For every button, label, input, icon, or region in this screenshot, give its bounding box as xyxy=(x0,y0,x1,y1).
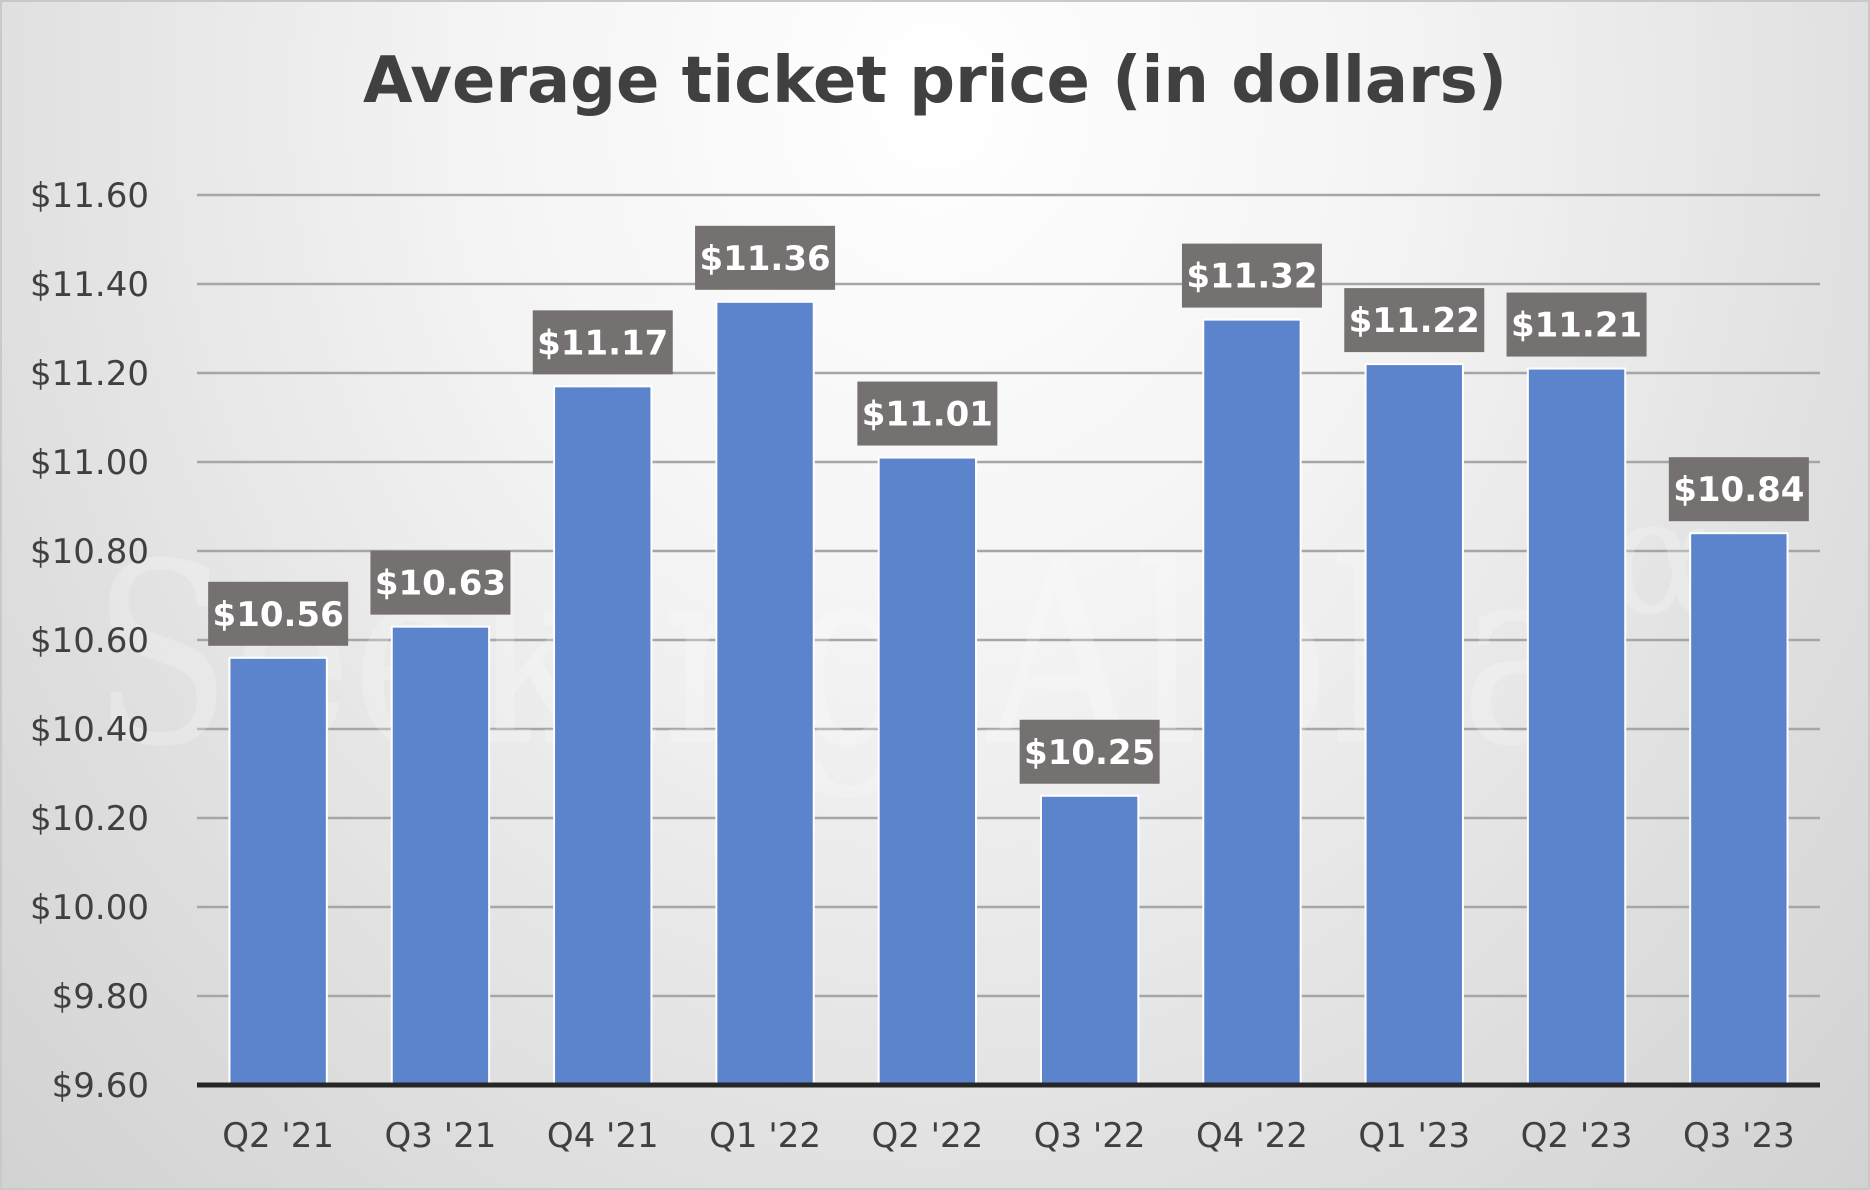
data-label-box xyxy=(370,550,511,615)
y-tick-label: $11.00 xyxy=(30,443,149,483)
bar xyxy=(1039,794,1140,1086)
data-label-box xyxy=(532,310,673,375)
data-label: $11.32 xyxy=(1181,243,1322,308)
data-label-box xyxy=(208,581,349,646)
y-tick-label: $11.20 xyxy=(30,354,149,394)
bars xyxy=(228,300,1789,1087)
bar xyxy=(715,300,815,1086)
data-label: $11.36 xyxy=(695,225,836,290)
data-label-box xyxy=(857,381,998,446)
data-label-text: $11.22 xyxy=(1349,301,1480,341)
data-label-text: $10.56 xyxy=(213,595,344,635)
y-tick-label: $11.60 xyxy=(30,176,149,216)
data-label-box xyxy=(695,225,836,290)
x-tick-label: Q3 '23 xyxy=(1683,1116,1795,1156)
y-tick-label: $9.60 xyxy=(52,1066,149,1106)
chart-title: Average ticket price (in dollars) xyxy=(363,44,1507,118)
y-tick-label: $9.80 xyxy=(52,977,149,1017)
data-label: $10.25 xyxy=(1019,719,1160,784)
y-tick-label: $11.40 xyxy=(30,265,149,305)
data-label-text: $11.17 xyxy=(537,323,668,363)
data-label-text: $10.84 xyxy=(1673,470,1804,510)
data-label: $11.21 xyxy=(1506,292,1647,357)
data-label-text: $10.25 xyxy=(1024,733,1155,773)
x-tick-label: Q4 '21 xyxy=(547,1116,659,1156)
y-tick-label: $10.60 xyxy=(30,621,149,661)
data-label-box xyxy=(1668,457,1809,522)
bar xyxy=(553,385,653,1087)
data-label-text: $11.32 xyxy=(1186,257,1317,297)
bar xyxy=(1689,532,1789,1086)
data-label-box xyxy=(1506,292,1647,357)
y-tick-label: $10.80 xyxy=(30,532,149,572)
data-label: $10.84 xyxy=(1668,457,1809,522)
data-label-box xyxy=(1019,719,1160,784)
data-labels: $10.56 $10.63 $11.17 $11.36 $11.01 $10.25 $11.… xyxy=(208,225,1809,784)
axes: $9.60 $9.80 $10.00 $10.20 $10.40 $10.60 $10.80… xyxy=(30,176,1820,1156)
data-label: $10.56 xyxy=(208,581,349,646)
x-tick-label: Q2 '23 xyxy=(1521,1116,1633,1156)
bar xyxy=(1526,367,1627,1086)
bar xyxy=(390,625,491,1087)
y-tick-label: $10.40 xyxy=(30,710,149,750)
x-tick-label: Q3 '21 xyxy=(385,1116,497,1156)
bar xyxy=(228,656,328,1086)
data-label-text: $11.01 xyxy=(862,395,993,435)
x-tick-label: Q2 '21 xyxy=(222,1116,334,1156)
y-tick-label: $10.00 xyxy=(30,888,149,928)
data-label-text: $11.21 xyxy=(1511,306,1642,346)
watermark-text: Seeking Alpha xyxy=(92,510,1582,801)
x-tick-label: Q1 '22 xyxy=(709,1116,821,1156)
data-label: $11.01 xyxy=(857,381,998,446)
y-tick-label: $10.20 xyxy=(30,799,149,839)
bar xyxy=(1364,363,1464,1087)
x-tick-label: Q3 '22 xyxy=(1034,1116,1146,1156)
x-tick-label: Q1 '23 xyxy=(1358,1116,1470,1156)
data-label: $11.22 xyxy=(1344,288,1485,353)
data-label: $11.17 xyxy=(532,310,673,375)
data-label-text: $11.36 xyxy=(699,239,830,279)
data-label-box xyxy=(1344,288,1485,353)
data-label-text: $10.63 xyxy=(375,564,506,604)
data-label-box xyxy=(1181,243,1322,308)
data-label: $10.63 xyxy=(370,550,511,615)
x-tick-label: Q2 '22 xyxy=(871,1116,983,1156)
x-tick-label: Q4 '22 xyxy=(1196,1116,1308,1156)
bar xyxy=(1202,318,1302,1087)
bar xyxy=(877,456,978,1086)
